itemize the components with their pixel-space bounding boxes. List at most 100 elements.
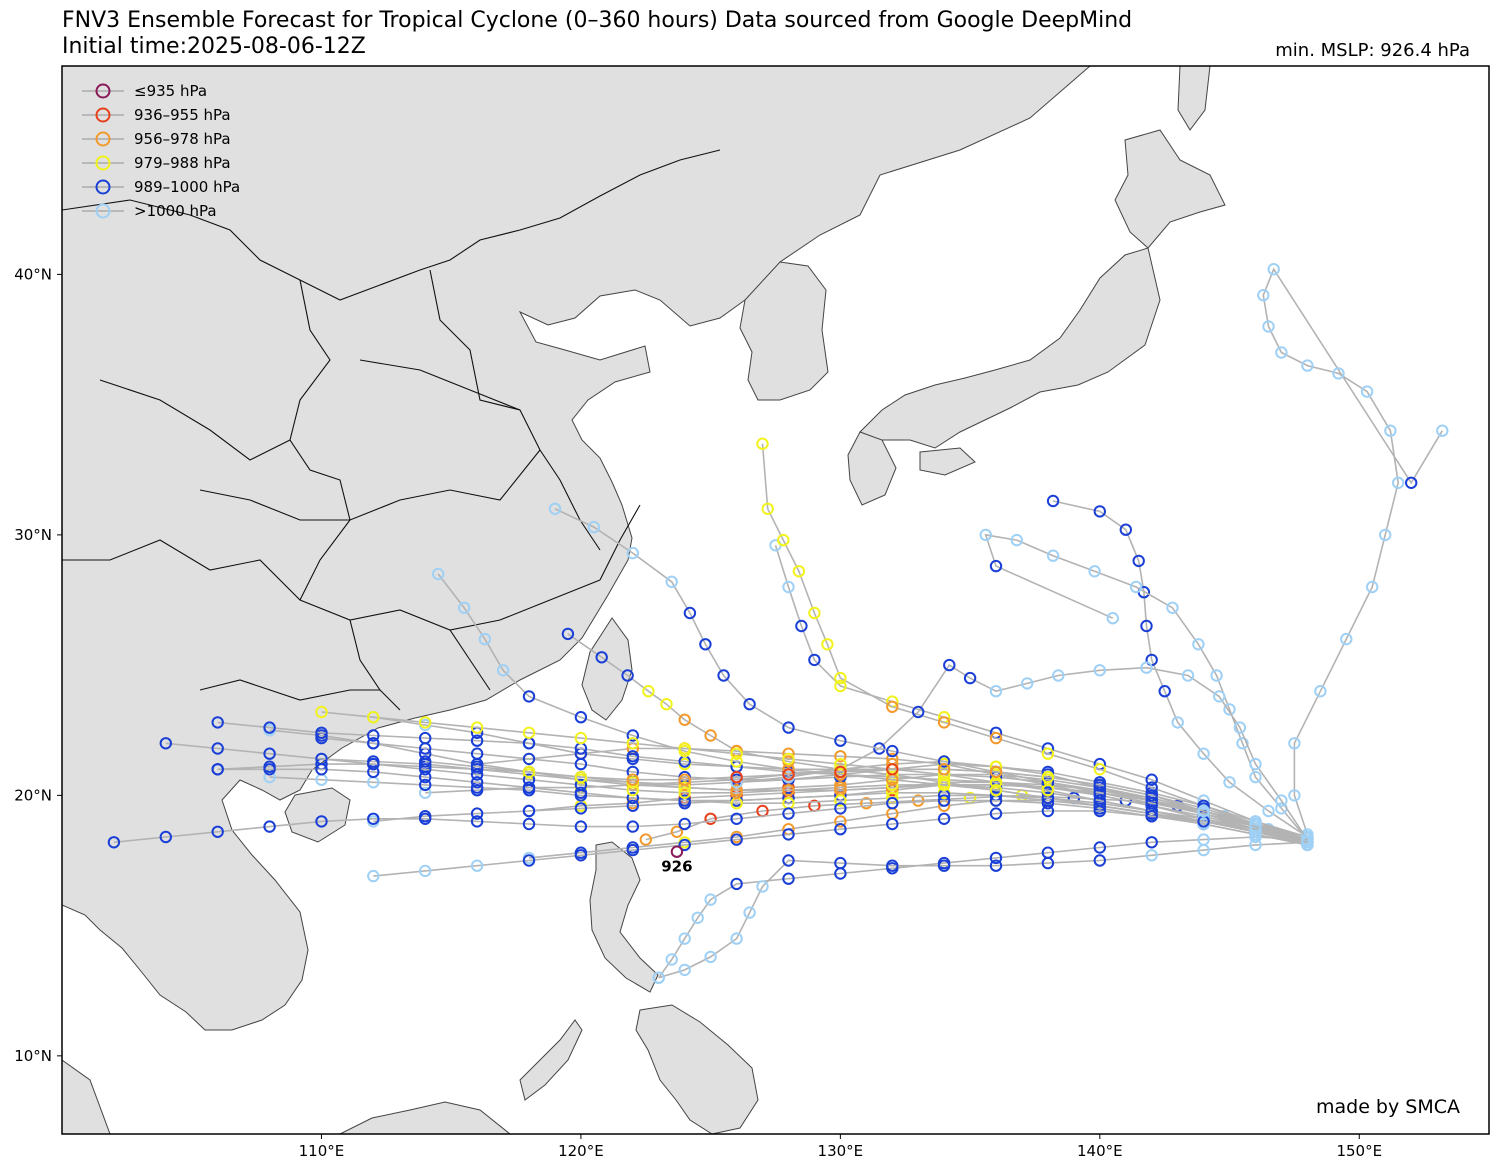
- track-point: [1366, 580, 1379, 594]
- track-point: [1145, 789, 1158, 802]
- track-point: [159, 737, 173, 750]
- track-point: [743, 906, 756, 919]
- track-point: [860, 797, 873, 810]
- min-pressure-point: [670, 845, 684, 858]
- track-point: [367, 729, 380, 742]
- track-point: [107, 836, 121, 849]
- track-point: [743, 698, 756, 711]
- province-borders: [62, 149, 721, 711]
- land-shikoku: [919, 447, 976, 476]
- land-asia-mainland: [62, 66, 1091, 1031]
- track-point: [989, 851, 1003, 865]
- track-point: [782, 721, 795, 734]
- credit-label: made by SMCA: [1316, 1096, 1460, 1118]
- chart-title: FNV3 Ensemble Forecast for Tropical Cycl…: [62, 8, 1132, 60]
- track-point: [782, 872, 795, 885]
- track-point: [730, 833, 743, 846]
- land-hokkaido: [1114, 129, 1226, 249]
- track-point: [211, 825, 224, 838]
- track-point: [470, 807, 484, 820]
- min-mslp-label: min. MSLP: 926.4 hPa: [1275, 40, 1470, 61]
- track-point: [1249, 757, 1262, 771]
- track-point: [1093, 778, 1107, 792]
- track-point: [1129, 580, 1143, 594]
- track-point: [470, 815, 484, 828]
- legend-label: >1000 hPa: [134, 202, 217, 220]
- track-point: [1145, 773, 1158, 786]
- legend-label: 936–955 hPa: [134, 106, 231, 124]
- track-point: [574, 786, 588, 799]
- land-kyushu: [847, 431, 897, 506]
- track-point: [1257, 289, 1270, 302]
- track-point: [1405, 476, 1418, 489]
- min-pressure-value: 926: [661, 858, 692, 876]
- track-point: [458, 601, 471, 614]
- track-point: [834, 671, 847, 685]
- track-point: [1197, 747, 1210, 760]
- track-point: [678, 742, 691, 755]
- track-point: [419, 864, 432, 878]
- track-point: [1181, 669, 1195, 682]
- track-point: [574, 849, 588, 862]
- track-point: [989, 685, 1003, 698]
- track-point: [834, 794, 847, 807]
- track-point: [1010, 533, 1023, 547]
- track-point: [989, 859, 1003, 872]
- track-point: [678, 838, 691, 852]
- track-point: [660, 698, 673, 711]
- track-point: [937, 755, 951, 768]
- track-point: [1145, 849, 1158, 862]
- track-point: [989, 765, 1003, 779]
- track-point: [1360, 385, 1374, 398]
- track-point: [792, 565, 806, 578]
- track-point: [211, 716, 224, 729]
- track-point: [263, 763, 276, 776]
- track-point: [678, 786, 691, 799]
- track-point: [470, 734, 484, 747]
- track-point: [886, 763, 899, 776]
- track-point: [626, 750, 639, 763]
- land-indochina-south: [62, 1059, 111, 1134]
- track-point: [419, 716, 432, 729]
- track-line-26: [554, 508, 1308, 841]
- track-point: [315, 815, 328, 828]
- track-point: [621, 669, 634, 682]
- track-line-17: [217, 763, 1308, 838]
- track-point: [821, 638, 834, 651]
- track-point: [704, 812, 717, 825]
- track-point: [587, 520, 601, 534]
- track-point: [367, 765, 380, 779]
- track-point: [834, 802, 847, 815]
- track-line-23: [736, 664, 1309, 841]
- track-point: [1249, 820, 1262, 833]
- track-point: [574, 802, 588, 815]
- track-point: [1140, 661, 1153, 674]
- track-point: [1392, 476, 1405, 489]
- lon-tick-label: 140°E: [1077, 1142, 1123, 1160]
- track-point: [419, 786, 432, 799]
- track-point: [1052, 669, 1065, 682]
- track-point: [886, 700, 899, 713]
- track-point: [263, 721, 276, 734]
- track-point: [522, 781, 536, 794]
- track-point: [1088, 565, 1101, 578]
- track-point: [1171, 716, 1184, 729]
- land-korea: [739, 261, 829, 401]
- track-point: [419, 778, 432, 792]
- track-point: [691, 911, 704, 924]
- track-point: [574, 757, 588, 771]
- lat-tick-label: 20°N: [14, 786, 52, 804]
- track-point: [1093, 854, 1107, 867]
- track-point: [522, 817, 536, 831]
- track-point: [782, 807, 795, 820]
- lon-tick-label: 130°E: [818, 1142, 864, 1160]
- track-line-22: [658, 841, 1308, 979]
- track-point: [626, 791, 639, 805]
- track-point: [626, 799, 639, 812]
- track-point: [574, 820, 588, 833]
- track-line-28: [373, 810, 1308, 877]
- legend-marker: [95, 107, 111, 123]
- track-point: [522, 765, 536, 779]
- track-point: [937, 859, 951, 872]
- track-point: [1093, 841, 1107, 854]
